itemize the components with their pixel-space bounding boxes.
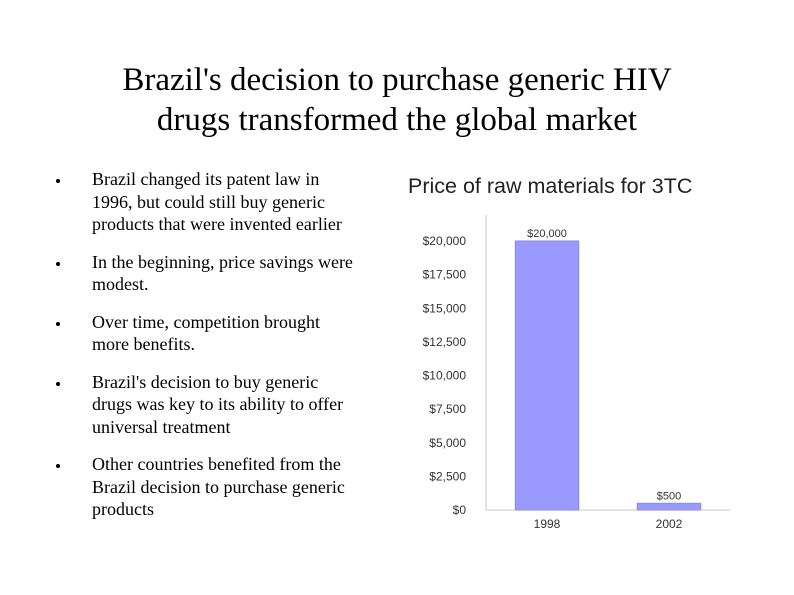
y-tick-label: $12,500	[423, 335, 467, 349]
bullet-text-line: modest.	[92, 274, 149, 294]
y-tick-label: $5,000	[429, 436, 466, 450]
y-tick-label: $0	[453, 503, 467, 517]
x-tick-label: 1998	[534, 517, 561, 531]
bar-2002	[636, 502, 702, 511]
bullet-item: Over time, competition brought more benef…	[52, 311, 392, 356]
bullet-dot-icon	[56, 321, 60, 326]
bullet-text-line: more benefits.	[92, 334, 195, 354]
bullet-dot-icon	[56, 381, 60, 386]
x-tick-label: 2002	[656, 517, 683, 531]
bullet-list: Brazil changed its patent law in 1996, bu…	[52, 168, 392, 536]
bullet-text-line: drugs was key to its ability to offer	[92, 394, 344, 414]
bullet-dot-icon	[56, 464, 60, 468]
price-bar-chart: Price of raw materials for 3TC $0 $2,500 $5…	[408, 174, 730, 531]
bullet-text-line: Brazil decision to purchase generic	[92, 476, 345, 497]
bullet-text-line: universal treatment	[92, 416, 231, 437]
bar-1998	[514, 240, 580, 511]
bullet-dot-icon	[56, 261, 60, 266]
y-tick-label: $15,000	[423, 301, 467, 315]
data-label: $20,000	[527, 228, 567, 240]
bullet-item: In the beginning, price savings were mode…	[52, 251, 392, 296]
bullet-text-line: Brazil changed its patent law in	[92, 169, 320, 189]
y-tick-label: $10,000	[423, 369, 467, 383]
y-tick-label: $20,000	[423, 234, 467, 248]
bullet-item: Brazil changed its patent law in 1996, bu…	[52, 168, 392, 236]
slide-title-line-1: Brazil's decision to purchase generic HI…	[122, 62, 672, 98]
slide-title-line-2: drugs transformed the global market	[156, 102, 638, 138]
bullet-text-line: Other countries benefited from the	[92, 454, 341, 474]
bullet-item: Brazil's decision to buy generic drugs wa…	[52, 371, 392, 439]
y-tick-label: $17,500	[423, 268, 467, 282]
bullet-text-line: In the beginning, price savings were	[92, 251, 353, 272]
slide-title: Brazil's decision to purchase generic HI…	[0, 60, 794, 140]
data-label: $500	[657, 490, 681, 502]
bullet-text-line: 1996, but could still buy generic	[92, 191, 325, 212]
y-tick-label: $7,500	[429, 402, 466, 416]
bullet-item: Other countries benefited from the Brazil…	[52, 453, 392, 521]
chart-title: Price of raw materials for 3TC	[408, 174, 692, 198]
y-tick-label: $2,500	[429, 469, 466, 483]
bullet-text-line: products that were invented earlier	[92, 214, 342, 234]
bullet-text-line: Over time, competition brought	[92, 311, 320, 332]
bullet-dot-icon	[56, 179, 60, 183]
bullet-text-line: products	[92, 499, 154, 519]
bullet-text-line: Brazil's decision to buy generic	[92, 371, 319, 392]
